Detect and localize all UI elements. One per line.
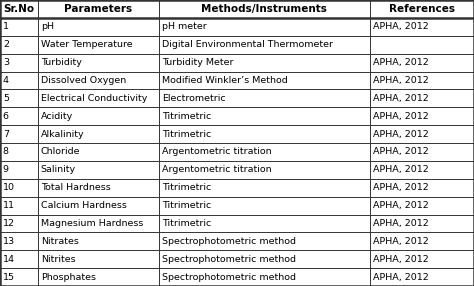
Text: APHA, 2012: APHA, 2012 (373, 237, 428, 246)
Text: Spectrophotometric method: Spectrophotometric method (162, 255, 296, 264)
Text: Alkalinity: Alkalinity (41, 130, 84, 138)
Text: 9: 9 (3, 165, 9, 174)
Text: 14: 14 (3, 255, 15, 264)
Text: Sr.No: Sr.No (3, 4, 35, 14)
Text: Argentometric titration: Argentometric titration (162, 165, 271, 174)
Text: Parameters: Parameters (64, 4, 132, 14)
Text: Salinity: Salinity (41, 165, 76, 174)
Text: Titrimetric: Titrimetric (162, 130, 211, 138)
Text: APHA, 2012: APHA, 2012 (373, 273, 428, 281)
Text: Dissolved Oxygen: Dissolved Oxygen (41, 76, 126, 85)
Text: APHA, 2012: APHA, 2012 (373, 130, 428, 138)
Text: 6: 6 (3, 112, 9, 121)
Text: Electrical Conductivity: Electrical Conductivity (41, 94, 147, 103)
Text: Titrimetric: Titrimetric (162, 219, 211, 228)
Text: Spectrophotometric method: Spectrophotometric method (162, 237, 296, 246)
Text: Titrimetric: Titrimetric (162, 112, 211, 121)
Text: Nitrates: Nitrates (41, 237, 79, 246)
Text: 4: 4 (3, 76, 9, 85)
Text: 12: 12 (3, 219, 15, 228)
Text: 3: 3 (3, 58, 9, 67)
Text: APHA, 2012: APHA, 2012 (373, 201, 428, 210)
Text: Methods/Instruments: Methods/Instruments (201, 4, 327, 14)
Text: APHA, 2012: APHA, 2012 (373, 22, 428, 31)
Text: Acidity: Acidity (41, 112, 73, 121)
Text: 7: 7 (3, 130, 9, 138)
Text: APHA, 2012: APHA, 2012 (373, 183, 428, 192)
Text: Turbidity Meter: Turbidity Meter (162, 58, 233, 67)
Text: Modified Winkler’s Method: Modified Winkler’s Method (162, 76, 287, 85)
Text: APHA, 2012: APHA, 2012 (373, 219, 428, 228)
Text: Turbidity: Turbidity (41, 58, 82, 67)
Text: APHA, 2012: APHA, 2012 (373, 165, 428, 174)
Text: Titrimetric: Titrimetric (162, 201, 211, 210)
Text: 5: 5 (3, 94, 9, 103)
Text: APHA, 2012: APHA, 2012 (373, 255, 428, 264)
Text: References: References (389, 4, 455, 14)
Text: Spectrophotometric method: Spectrophotometric method (162, 273, 296, 281)
Text: Phosphates: Phosphates (41, 273, 96, 281)
Text: Titrimetric: Titrimetric (162, 183, 211, 192)
Text: Water Temperature: Water Temperature (41, 40, 132, 49)
Text: Calcium Hardness: Calcium Hardness (41, 201, 127, 210)
Text: Digital Environmental Thermometer: Digital Environmental Thermometer (162, 40, 333, 49)
Text: Total Hardness: Total Hardness (41, 183, 110, 192)
Text: pH: pH (41, 22, 54, 31)
Text: APHA, 2012: APHA, 2012 (373, 148, 428, 156)
Text: Argentometric titration: Argentometric titration (162, 148, 271, 156)
Text: Nitrites: Nitrites (41, 255, 75, 264)
Text: 1: 1 (3, 22, 9, 31)
Text: APHA, 2012: APHA, 2012 (373, 94, 428, 103)
Text: Electrometric: Electrometric (162, 94, 225, 103)
Text: 13: 13 (3, 237, 15, 246)
Text: pH meter: pH meter (162, 22, 206, 31)
Text: Magnesium Hardness: Magnesium Hardness (41, 219, 143, 228)
Text: 10: 10 (3, 183, 15, 192)
Text: APHA, 2012: APHA, 2012 (373, 58, 428, 67)
Text: 15: 15 (3, 273, 15, 281)
Text: 2: 2 (3, 40, 9, 49)
Text: 8: 8 (3, 148, 9, 156)
Text: 11: 11 (3, 201, 15, 210)
Text: APHA, 2012: APHA, 2012 (373, 112, 428, 121)
Text: Chloride: Chloride (41, 148, 80, 156)
Text: APHA, 2012: APHA, 2012 (373, 76, 428, 85)
